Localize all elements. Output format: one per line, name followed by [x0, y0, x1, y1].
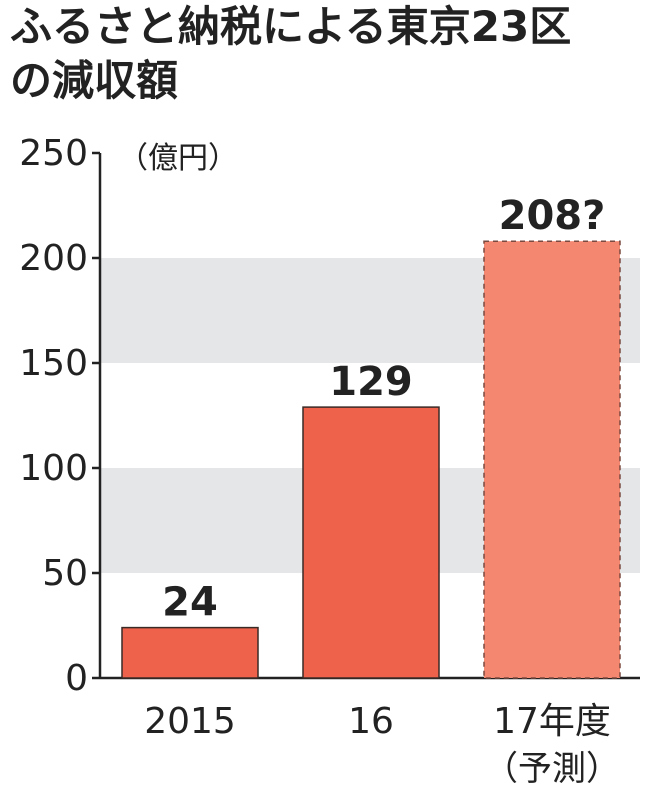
x-tick-label: 17年度 — [493, 701, 611, 742]
bars — [121, 240, 621, 679]
y-tick-label: 250 — [19, 133, 88, 174]
x-tick-sublabel: （予測） — [484, 749, 620, 789]
y-tick-label: 100 — [19, 448, 88, 489]
value-label: 208? — [499, 193, 606, 239]
bar-16 — [302, 406, 440, 679]
value-label: 24 — [162, 580, 218, 626]
chart-title-line-1: ふるさと納税による東京23区 — [10, 2, 572, 51]
y-tick-labels: 0 50 100 150 200 250 — [19, 133, 88, 699]
chart-title-line-2: の減収額 — [10, 56, 179, 105]
value-label: 129 — [329, 359, 413, 405]
value-labels: 24 129 208? — [162, 193, 605, 625]
y-tick-label: 50 — [42, 553, 88, 594]
x-tick-label: 2015 — [144, 701, 236, 742]
x-tick-labels: 2015 16 17年度 （予測） — [144, 701, 620, 789]
y-tick-label: 150 — [19, 343, 88, 384]
y-tick-label: 200 — [19, 238, 88, 279]
y-unit-label: （億円） — [118, 141, 238, 176]
y-tick-label: 0 — [65, 658, 88, 699]
chart-title: ふるさと納税による東京23区 の減収額 — [10, 0, 660, 108]
x-tick-label: 16 — [348, 701, 394, 742]
bar-17年度 — [483, 240, 621, 679]
bar-2015 — [121, 626, 259, 679]
